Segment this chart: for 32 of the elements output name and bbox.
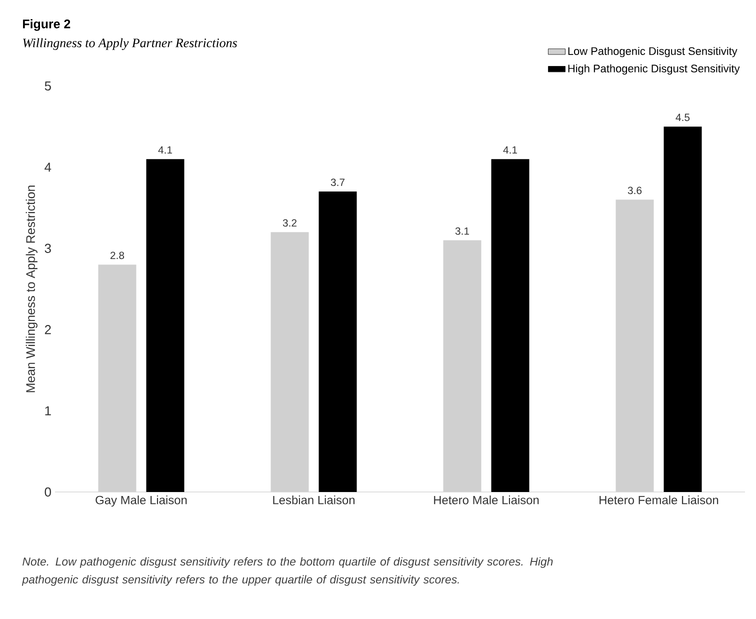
y-tick-label: 1 <box>45 406 51 416</box>
y-tick-label: 3 <box>44 244 51 253</box>
text: Note. Low pathogenic disgust sensitivity refers to the bottom quartile of disgust sensitivity scores. High pathogenic disgust sensitivity refers to the upper quartile of disgust sensitivity scores. <box>22 557 553 586</box>
bar <box>664 126 702 492</box>
bar <box>270 232 309 492</box>
y-tick-label: 0 <box>44 487 51 497</box>
y-axis-title: Mean Willingness to Apply Restriction <box>26 186 38 392</box>
bar <box>318 192 357 492</box>
x-tick-label: Hetero Female Liaison <box>600 496 718 504</box>
data-label: 3.6 <box>628 186 642 194</box>
legend-label: High Pathogenic Disgust Sensitivity <box>568 64 740 75</box>
data-label: 4.1 <box>503 146 518 154</box>
bar <box>616 200 654 492</box>
legend-label: Low Pathogenic Disgust Sensitivity <box>568 46 738 58</box>
chart-subtitle: Willingness to Apply Partner Restrictions <box>23 38 237 50</box>
data-label: 3.2 <box>282 219 296 227</box>
chart-title: Figure 2 <box>23 19 70 31</box>
bar <box>491 159 530 492</box>
data-label: 2.8 <box>110 252 124 260</box>
x-tick-label: Gay Male Liaison <box>96 496 187 507</box>
data-label: 3.1 <box>455 227 470 235</box>
data-label: 3.7 <box>330 178 344 186</box>
bar <box>98 264 136 492</box>
x-tick-label: Hetero Male Liaison <box>434 496 539 504</box>
y-tick-label: 2 <box>44 325 51 334</box>
y-tick-label: 4 <box>44 162 52 172</box>
data-label: 4.5 <box>676 114 690 122</box>
x-tick-label: Lesbian Liaison <box>273 496 354 504</box>
bar <box>146 159 184 492</box>
data-label: 4.1 <box>158 146 172 154</box>
bar <box>443 240 482 492</box>
y-tick-label: 5 <box>44 81 51 91</box>
